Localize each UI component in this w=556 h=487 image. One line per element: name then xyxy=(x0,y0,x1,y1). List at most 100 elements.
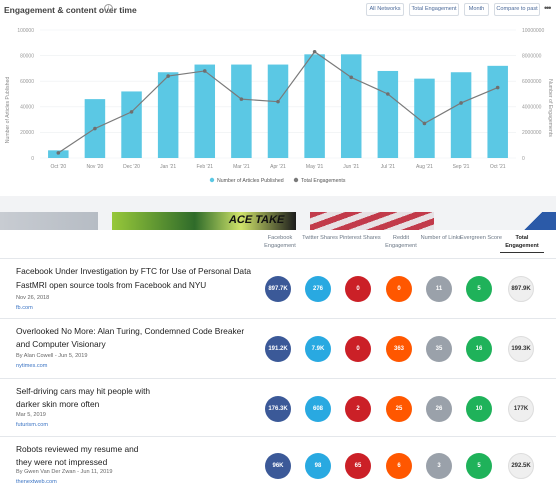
evergreen-score: 5 xyxy=(466,453,492,479)
x-tick: Sep '21 xyxy=(453,164,470,170)
engagement-chart: 0 20000 40000 60000 80000 100000 0 2000000 4000… xyxy=(5,28,553,184)
column-header-twitter[interactable]: Twitter Shares xyxy=(302,235,338,241)
y-tick-right: 8000000 xyxy=(522,53,542,59)
line-point xyxy=(93,126,97,131)
chart-header: Engagement & content over time i All Net… xyxy=(0,0,556,20)
article-meta: By Gwen Van Der Zwan - Jun 11, 2019 xyxy=(16,469,113,475)
twitter-shares: 98 xyxy=(305,453,331,479)
thumbnail-graphic: ACE TAKE xyxy=(227,214,286,226)
x-tick: Aug '21 xyxy=(416,164,433,170)
column-header-reddit[interactable]: Reddit Engagement xyxy=(385,235,417,249)
reddit-engagement: 25 xyxy=(386,396,412,422)
article-thumbnail[interactable] xyxy=(0,212,98,230)
column-header-total[interactable]: Total Engagement xyxy=(500,234,544,253)
article-title[interactable]: Robots reviewed my resume and they were … xyxy=(16,444,139,467)
article-title[interactable]: Self-driving cars may hit people with da… xyxy=(16,386,151,409)
x-tick: Dec '20 xyxy=(123,164,140,170)
line-point xyxy=(386,92,390,96)
chart-legend: Number of Articles Published Total Engage… xyxy=(209,177,346,184)
column-header-pinterest[interactable]: Pinterest Shares xyxy=(339,235,381,241)
article-domain[interactable]: thenextweb.com xyxy=(16,479,57,485)
line-point xyxy=(276,99,280,104)
total-engagement: 177K xyxy=(508,396,534,422)
facebook-engagement: 897.7K xyxy=(265,276,291,302)
y-tick-right: 4000000 xyxy=(522,105,542,111)
y-axis-label-right: Number of Engagements xyxy=(547,79,553,137)
twitter-shares: 7.9K xyxy=(305,336,331,362)
y-axis-label-left: Number of Articles Published xyxy=(5,77,11,144)
bar xyxy=(121,91,142,158)
line-point xyxy=(349,75,354,80)
twitter-shares: 276 xyxy=(305,276,331,302)
total-engagement: 897.9K xyxy=(508,276,534,302)
reddit-engagement: 0 xyxy=(386,276,412,302)
number-of-links: 26 xyxy=(426,396,452,422)
table-row[interactable]: Overlooked No More: Alan Turing, Condemn… xyxy=(0,318,556,378)
month-button[interactable]: Month xyxy=(464,3,489,16)
pinterest-shares: 0 xyxy=(345,336,371,362)
total-engagement-button[interactable]: Total Engagement xyxy=(409,3,459,16)
legend-label: Number of Articles Published xyxy=(217,178,284,184)
column-header-evergreen[interactable]: Evergreen Score xyxy=(460,235,502,241)
facebook-engagement: 96K xyxy=(265,453,291,479)
line-point xyxy=(422,121,427,126)
x-tick: Nov '20 xyxy=(87,164,104,170)
article-domain[interactable]: futurism.com xyxy=(16,422,49,428)
table-row[interactable]: Self-driving cars may hit people with da… xyxy=(0,378,556,436)
x-tick: Jul '21 xyxy=(381,164,396,170)
x-tick: Oct '20 xyxy=(50,164,66,170)
line-point xyxy=(495,85,500,90)
article-title[interactable]: Facebook Under Investigation by FTC for … xyxy=(16,266,252,276)
column-header-facebook[interactable]: Facebook Engagement xyxy=(264,235,296,249)
bar xyxy=(414,78,435,158)
line-point xyxy=(56,151,61,155)
all-networks-button[interactable]: All Networks xyxy=(366,3,404,16)
article-meta: Mar 5, 2019 xyxy=(16,412,46,418)
number-of-links: 35 xyxy=(426,336,452,362)
facebook-engagement: 191.2K xyxy=(265,336,291,362)
pinterest-shares: 65 xyxy=(345,453,371,479)
article-thumbnail[interactable] xyxy=(520,212,556,230)
evergreen-score: 16 xyxy=(466,336,492,362)
facebook-engagement: 176.3K xyxy=(265,396,291,422)
article-meta: By Alan Cowell - Jun 5, 2019 xyxy=(16,353,88,359)
bar xyxy=(267,64,289,158)
total-engagement: 199.3K xyxy=(508,336,534,362)
article-thumbnail[interactable] xyxy=(310,212,434,230)
article-title[interactable]: Overlooked No More: Alan Turing, Condemn… xyxy=(16,326,245,349)
column-header-links[interactable]: Number of Links xyxy=(420,235,462,241)
evergreen-score: 5 xyxy=(466,276,492,302)
y-tick-right: 6000000 xyxy=(522,79,542,85)
table-row[interactable]: Facebook Under Investigation by FTC for … xyxy=(0,258,556,318)
article-subtitle[interactable]: FastMRI open source tools from Facebook … xyxy=(16,281,207,290)
chart-title: Engagement & content over time xyxy=(4,5,137,15)
y-tick-right: 2000000 xyxy=(522,130,542,136)
y-tick-left: 60000 xyxy=(20,79,34,85)
chart-card: Engagement & content over time i All Net… xyxy=(0,0,556,196)
pinterest-shares: 2 xyxy=(345,396,371,422)
bar xyxy=(487,65,508,158)
y-tick-right: 0 xyxy=(522,156,525,162)
y-tick-right: 10000000 xyxy=(522,28,544,34)
bar xyxy=(377,70,399,158)
info-icon[interactable]: i xyxy=(104,4,113,13)
article-domain[interactable]: nytimes.com xyxy=(16,363,48,369)
pinterest-shares: 0 xyxy=(345,276,371,302)
article-thumbnail[interactable]: ACE TAKE xyxy=(112,212,296,230)
evergreen-score: 10 xyxy=(466,396,492,422)
x-tick: Apr '21 xyxy=(270,164,286,170)
total-engagement: 292.5K xyxy=(508,453,534,479)
x-tick: Mar '21 xyxy=(233,164,250,170)
more-options-icon[interactable]: ••• xyxy=(544,3,552,13)
line-point xyxy=(459,101,463,105)
table-row[interactable]: Robots reviewed my resume and they were … xyxy=(0,436,556,487)
line-point xyxy=(202,69,207,73)
reddit-engagement: 363 xyxy=(386,336,412,362)
x-tick: Feb '21 xyxy=(197,164,214,170)
y-tick-left: 100000 xyxy=(17,28,34,34)
compare-to-past-button[interactable]: Compare to past xyxy=(494,3,540,16)
article-domain[interactable]: fb.com xyxy=(16,305,33,311)
y-tick-left: 0 xyxy=(31,156,34,162)
reddit-engagement: 6 xyxy=(386,453,412,479)
article-image-strip: ACE TAKE xyxy=(0,196,556,230)
